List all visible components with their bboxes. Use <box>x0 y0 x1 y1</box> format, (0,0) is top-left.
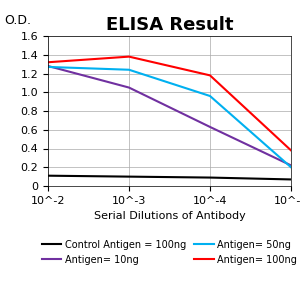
Antigen= 100ng <box>208 74 212 77</box>
Antigen= 10ng <box>289 164 293 167</box>
Control Antigen = 100ng <box>208 176 212 179</box>
X-axis label: Serial Dilutions of Antibody: Serial Dilutions of Antibody <box>94 211 245 221</box>
Control Antigen = 100ng <box>127 175 131 178</box>
Antigen= 10ng <box>127 86 131 89</box>
Antigen= 50ng <box>289 166 293 169</box>
Control Antigen = 100ng <box>46 174 50 178</box>
Antigen= 50ng <box>127 68 131 71</box>
Control Antigen = 100ng <box>289 178 293 181</box>
Antigen= 50ng <box>46 65 50 69</box>
Antigen= 100ng <box>127 55 131 58</box>
Text: O.D.: O.D. <box>4 14 31 27</box>
Antigen= 100ng <box>289 148 293 152</box>
Legend: Control Antigen = 100ng, Antigen= 10ng, Antigen= 50ng, Antigen= 100ng: Control Antigen = 100ng, Antigen= 10ng, … <box>38 236 300 268</box>
Title: ELISA Result: ELISA Result <box>106 16 233 34</box>
Antigen= 10ng <box>208 125 212 129</box>
Line: Antigen= 10ng: Antigen= 10ng <box>48 66 291 165</box>
Line: Control Antigen = 100ng: Control Antigen = 100ng <box>48 176 291 179</box>
Antigen= 50ng <box>208 94 212 98</box>
Antigen= 10ng <box>46 64 50 68</box>
Line: Antigen= 100ng: Antigen= 100ng <box>48 57 291 150</box>
Antigen= 100ng <box>46 60 50 64</box>
Line: Antigen= 50ng: Antigen= 50ng <box>48 67 291 167</box>
